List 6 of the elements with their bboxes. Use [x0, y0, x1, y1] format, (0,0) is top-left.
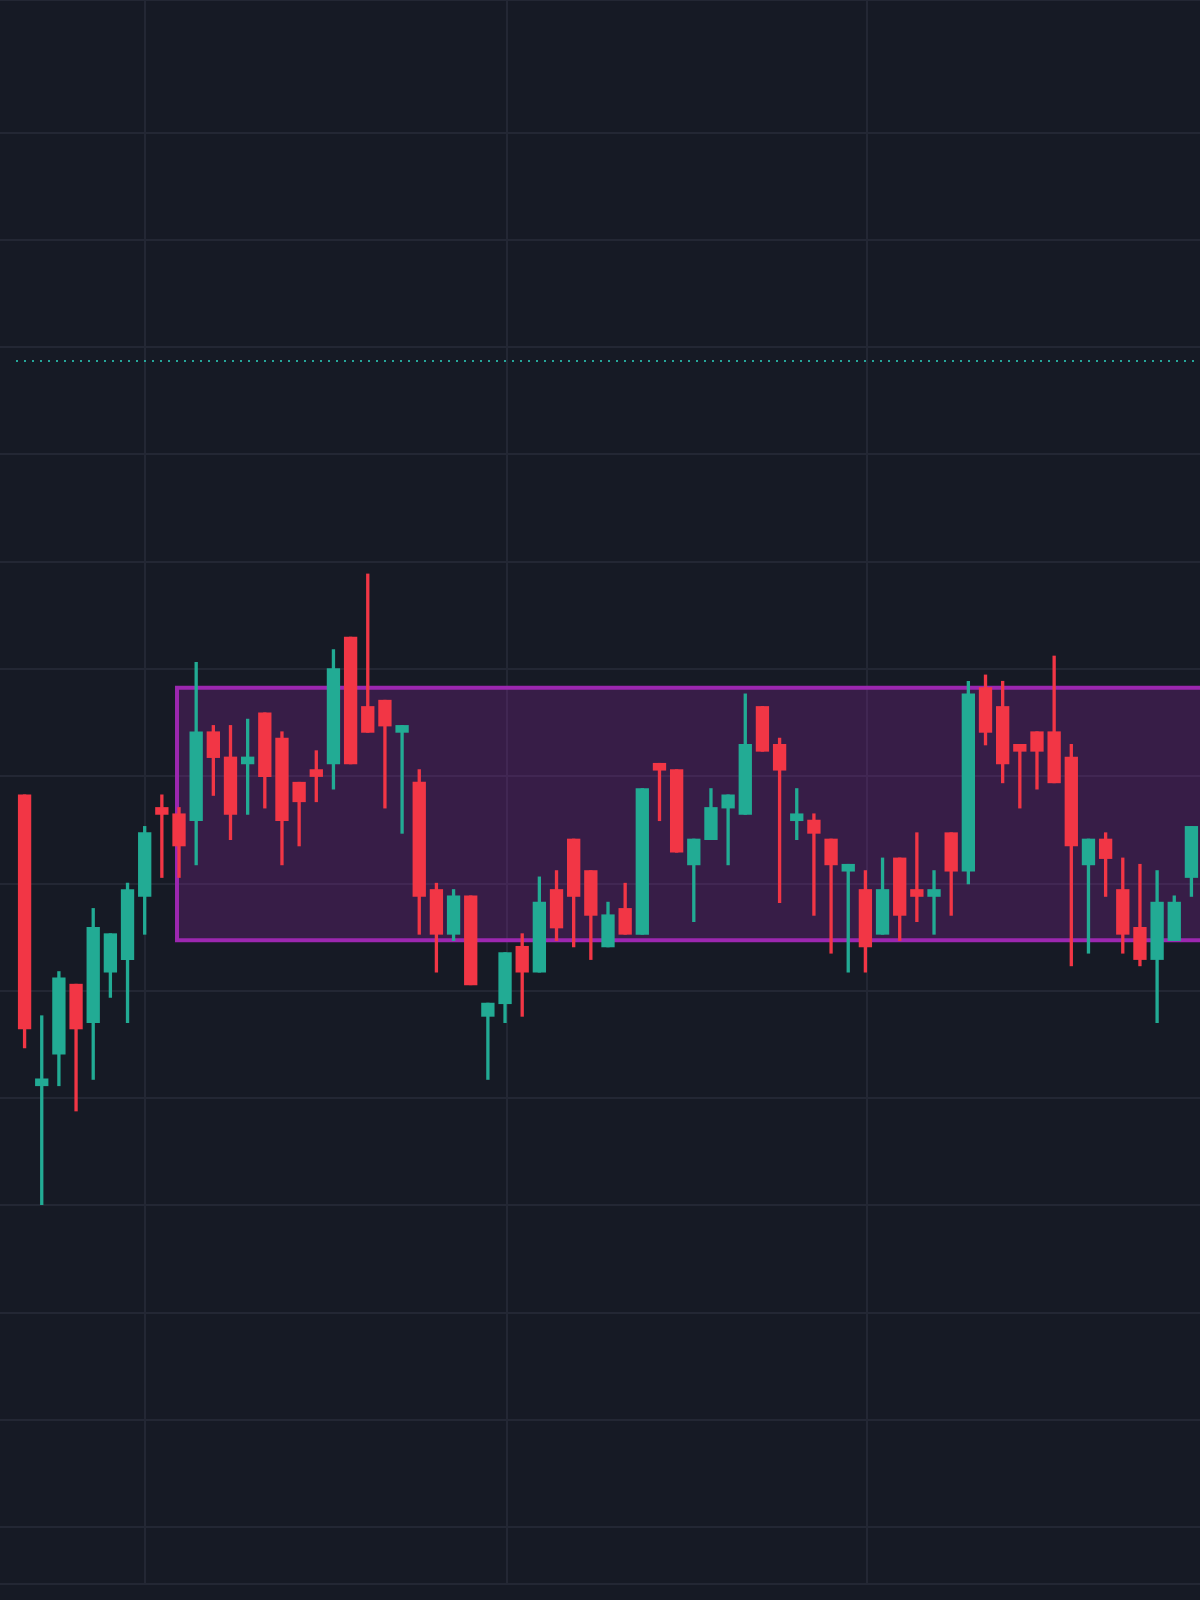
candlestick: [378, 699, 392, 809]
candlestick: [910, 832, 924, 923]
candlestick: [927, 870, 941, 935]
candlestick: [807, 813, 821, 916]
candlestick: [824, 838, 838, 954]
candlestick: [395, 725, 409, 834]
